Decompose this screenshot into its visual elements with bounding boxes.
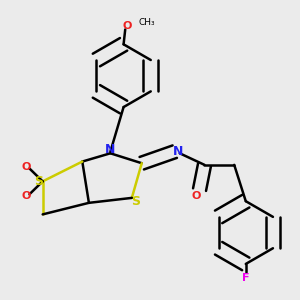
Text: N: N bbox=[105, 143, 116, 156]
Text: N: N bbox=[173, 145, 184, 158]
Text: O: O bbox=[22, 191, 31, 201]
Text: S: S bbox=[34, 175, 43, 188]
Text: O: O bbox=[122, 21, 132, 31]
Text: S: S bbox=[131, 195, 140, 208]
Text: O: O bbox=[191, 191, 201, 201]
Text: F: F bbox=[242, 273, 250, 283]
Text: O: O bbox=[22, 161, 31, 172]
Text: CH₃: CH₃ bbox=[138, 18, 155, 27]
